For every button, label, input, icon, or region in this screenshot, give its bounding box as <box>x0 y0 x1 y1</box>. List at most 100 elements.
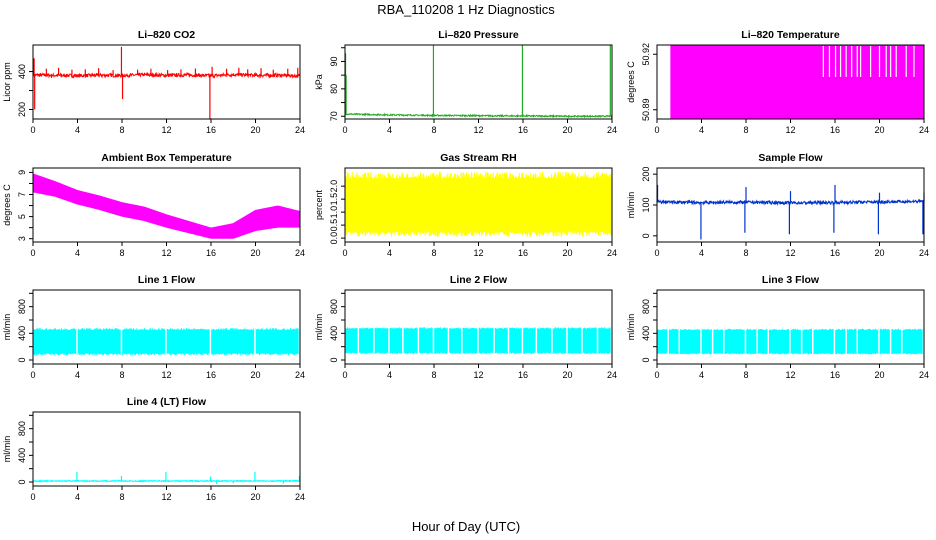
chart-panel: Line 4 (LT) Flow ml/min 0 4 8 12 16 20 24 0 400 800 <box>2 396 305 502</box>
x-tick-label: 8 <box>431 248 436 258</box>
y-axis: 0 400 800 <box>329 292 345 363</box>
y-axis-label: degrees C <box>2 184 12 226</box>
x-tick-label: 16 <box>830 125 840 135</box>
y-tick-label: 0 <box>329 357 339 362</box>
data-line <box>32 71 301 79</box>
x-tick-label: 4 <box>699 370 704 380</box>
y-tick-label: 100 <box>641 197 651 212</box>
x-tick-label: 8 <box>119 125 124 135</box>
plot-frame <box>344 44 613 120</box>
y-axis-label: degrees C <box>626 61 636 103</box>
x-tick-label: 20 <box>250 125 260 135</box>
x-tick-label: 12 <box>161 370 171 380</box>
y-axis: 50.89 50.92 <box>641 43 657 121</box>
x-tick-label: 24 <box>919 125 929 135</box>
y-tick-label: 400 <box>329 326 339 341</box>
panel-title: Ambient Box Temperature <box>101 152 232 164</box>
x-tick-label: 0 <box>654 248 659 258</box>
x-tick-label: 12 <box>161 125 171 135</box>
y-tick-label: 800 <box>17 421 27 436</box>
y-tick-label: 0 <box>641 233 651 238</box>
series-line <box>656 184 925 240</box>
y-tick-label: 3 <box>17 236 27 241</box>
y-tick-label: 200 <box>641 167 651 182</box>
data-band <box>670 45 924 119</box>
x-tick-label: 0 <box>30 370 35 380</box>
series-line <box>656 327 925 355</box>
x-axis: 0 4 8 12 16 20 24 <box>30 242 305 258</box>
y-axis: 0 400 800 <box>641 292 657 363</box>
x-tick-label: 16 <box>206 370 216 380</box>
series-line <box>670 45 924 119</box>
x-axis-label: Hour of Day (UTC) <box>412 519 520 534</box>
y-tick-label: 800 <box>329 299 339 314</box>
x-tick-label: 0 <box>654 370 659 380</box>
y-tick-label: 400 <box>641 326 651 341</box>
y-axis: 0 400 800 <box>17 414 33 485</box>
y-axis-label: percent <box>314 189 324 220</box>
x-axis: 0 4 8 12 16 20 24 <box>30 364 305 380</box>
y-tick-label: 0.5 <box>329 219 339 232</box>
x-tick-label: 0 <box>30 125 35 135</box>
x-axis: 0 4 8 12 16 20 24 <box>30 119 305 135</box>
y-tick-label: 0 <box>17 357 27 362</box>
panel-title: Gas Stream RH <box>440 152 516 164</box>
y-axis-label: kPa <box>314 74 324 90</box>
y-tick-label: 7 <box>17 192 27 197</box>
x-tick-label: 24 <box>295 125 305 135</box>
chart-panel: Li–820 Temperature degrees C 0 4 8 12 16 20 24 50… <box>626 29 929 135</box>
y-tick-label: 80 <box>329 84 339 94</box>
series-line <box>344 171 613 237</box>
x-tick-label: 16 <box>830 248 840 258</box>
series-line <box>344 45 613 119</box>
x-tick-label: 8 <box>743 370 748 380</box>
x-tick-label: 20 <box>250 248 260 258</box>
x-tick-label: 16 <box>518 370 528 380</box>
y-axis: 0.00.51.01.52.0 <box>329 180 345 244</box>
y-axis: 70 80 90 <box>329 47 345 121</box>
y-axis-label: ml/min <box>2 436 12 463</box>
y-tick-label: 50.89 <box>641 98 651 121</box>
x-tick-label: 4 <box>699 125 704 135</box>
x-axis: 0 4 8 12 16 20 24 <box>654 242 929 258</box>
x-tick-label: 0 <box>30 492 35 502</box>
y-axis-label: ml/min <box>626 314 636 341</box>
chart-panel: Li–820 Pressure kPa 0 4 8 12 16 20 24 70 80 90 <box>314 29 617 135</box>
x-tick-label: 24 <box>607 125 617 135</box>
data-band <box>32 173 301 239</box>
y-tick-label: 0.0 <box>329 232 339 245</box>
y-tick-label: 800 <box>17 299 27 314</box>
y-axis: 200 400 <box>17 64 33 117</box>
figure-title: RBA_110208 1 Hz Diagnostics <box>377 2 555 17</box>
x-tick-label: 4 <box>75 248 80 258</box>
x-tick-label: 20 <box>562 370 572 380</box>
y-tick-label: 9 <box>17 170 27 175</box>
x-tick-label: 4 <box>699 248 704 258</box>
y-tick-label: 400 <box>17 326 27 341</box>
x-tick-label: 0 <box>342 370 347 380</box>
series-line <box>32 46 301 119</box>
panel-title: Line 4 (LT) Flow <box>127 396 207 408</box>
x-tick-label: 20 <box>562 248 572 258</box>
x-tick-label: 0 <box>342 248 347 258</box>
y-tick-label: 5 <box>17 214 27 219</box>
x-tick-label: 16 <box>206 248 216 258</box>
x-tick-label: 0 <box>654 125 659 135</box>
panel-title: Line 2 Flow <box>450 274 508 286</box>
x-tick-label: 16 <box>518 248 528 258</box>
x-tick-label: 4 <box>75 492 80 502</box>
plot-frame <box>32 44 301 120</box>
x-tick-label: 24 <box>295 492 305 502</box>
x-tick-label: 12 <box>473 370 483 380</box>
x-axis: 0 4 8 12 16 20 24 <box>654 364 929 380</box>
chart-panel: Sample Flow ml/min 0 4 8 12 16 20 24 0 100 200 <box>626 152 929 258</box>
x-tick-label: 12 <box>161 492 171 502</box>
x-tick-label: 4 <box>387 125 392 135</box>
x-tick-label: 8 <box>431 125 436 135</box>
chart-panel: Line 3 Flow ml/min 0 4 8 12 16 20 24 0 400 800 <box>626 274 929 380</box>
x-axis: 0 4 8 12 16 20 24 <box>30 486 305 502</box>
y-axis-label: ml/min <box>626 192 636 219</box>
x-tick-label: 12 <box>473 248 483 258</box>
